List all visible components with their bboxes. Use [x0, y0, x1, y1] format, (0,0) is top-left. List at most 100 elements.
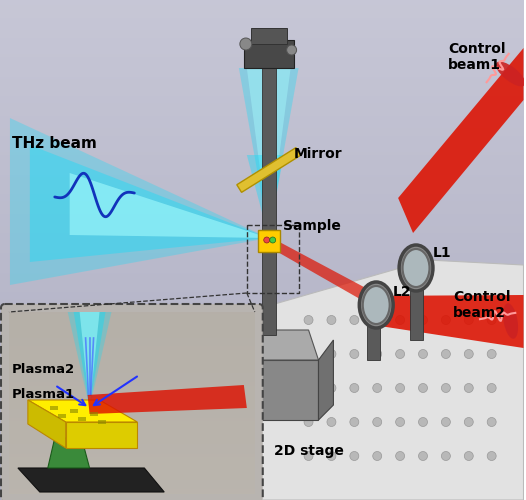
Ellipse shape	[363, 286, 390, 324]
Text: 2D stage: 2D stage	[274, 444, 343, 458]
Circle shape	[304, 350, 313, 358]
Polygon shape	[18, 468, 164, 492]
Polygon shape	[88, 385, 247, 414]
Ellipse shape	[260, 248, 277, 252]
Ellipse shape	[408, 266, 424, 270]
Ellipse shape	[260, 52, 277, 58]
Circle shape	[487, 384, 496, 392]
Circle shape	[350, 350, 359, 358]
Circle shape	[270, 237, 276, 243]
Text: Plasma2: Plasma2	[12, 363, 75, 376]
Circle shape	[304, 316, 313, 324]
Circle shape	[327, 384, 336, 392]
Ellipse shape	[399, 245, 433, 291]
Circle shape	[396, 418, 404, 426]
Polygon shape	[28, 400, 137, 422]
Polygon shape	[254, 260, 523, 500]
Circle shape	[441, 452, 450, 460]
Circle shape	[464, 452, 473, 460]
Circle shape	[264, 237, 270, 243]
Circle shape	[240, 38, 252, 50]
Circle shape	[373, 316, 382, 324]
Bar	[258, 230, 280, 252]
Circle shape	[373, 350, 382, 358]
Polygon shape	[398, 48, 523, 233]
Polygon shape	[74, 312, 106, 408]
Circle shape	[464, 316, 473, 324]
Bar	[50, 406, 58, 410]
Polygon shape	[30, 145, 269, 262]
Bar	[251, 28, 287, 44]
Circle shape	[441, 350, 450, 358]
Ellipse shape	[402, 249, 429, 287]
Circle shape	[327, 350, 336, 358]
Bar	[262, 250, 276, 335]
Bar	[58, 414, 66, 418]
Bar	[78, 417, 86, 421]
Circle shape	[396, 316, 404, 324]
Circle shape	[373, 452, 382, 460]
Bar	[89, 412, 97, 416]
Circle shape	[419, 384, 428, 392]
Polygon shape	[69, 173, 269, 238]
Bar	[367, 302, 380, 360]
Bar	[69, 409, 78, 413]
Text: THz beam: THz beam	[12, 136, 97, 151]
Circle shape	[327, 452, 336, 460]
Circle shape	[487, 452, 496, 460]
Circle shape	[419, 418, 428, 426]
Ellipse shape	[496, 62, 525, 86]
Circle shape	[419, 452, 428, 460]
Circle shape	[373, 418, 382, 426]
Circle shape	[396, 384, 404, 392]
Text: Mirror: Mirror	[294, 147, 342, 161]
Circle shape	[487, 316, 496, 324]
Circle shape	[441, 316, 450, 324]
Text: Sample: Sample	[282, 219, 340, 233]
Text: Plasma1: Plasma1	[12, 388, 75, 401]
Text: L2: L2	[393, 285, 412, 299]
FancyBboxPatch shape	[1, 304, 263, 500]
Text: Control
beam1: Control beam1	[448, 42, 505, 72]
Circle shape	[441, 418, 450, 426]
Polygon shape	[28, 400, 66, 448]
Text: L1: L1	[433, 246, 452, 260]
Circle shape	[327, 418, 336, 426]
Polygon shape	[79, 312, 99, 408]
Polygon shape	[237, 148, 301, 192]
Bar	[97, 420, 106, 424]
Text: Control
beam2: Control beam2	[453, 290, 510, 320]
Circle shape	[464, 350, 473, 358]
Polygon shape	[66, 422, 137, 448]
Polygon shape	[68, 312, 112, 408]
Circle shape	[419, 350, 428, 358]
Circle shape	[464, 418, 473, 426]
Circle shape	[304, 384, 313, 392]
Circle shape	[396, 452, 404, 460]
Polygon shape	[10, 118, 269, 285]
Polygon shape	[247, 155, 284, 238]
Ellipse shape	[366, 300, 381, 304]
Circle shape	[396, 350, 404, 358]
Circle shape	[487, 418, 496, 426]
Polygon shape	[360, 295, 523, 348]
Circle shape	[373, 384, 382, 392]
Ellipse shape	[359, 282, 393, 328]
Bar	[262, 55, 276, 235]
Polygon shape	[319, 340, 333, 420]
Circle shape	[327, 316, 336, 324]
Bar	[244, 40, 294, 68]
Circle shape	[350, 384, 359, 392]
Polygon shape	[194, 330, 319, 360]
Polygon shape	[261, 232, 393, 318]
Ellipse shape	[503, 303, 518, 339]
Circle shape	[304, 452, 313, 460]
Circle shape	[304, 418, 313, 426]
Bar	[247, 225, 299, 293]
Polygon shape	[48, 438, 89, 468]
Bar	[410, 268, 422, 340]
Circle shape	[487, 350, 496, 358]
Polygon shape	[239, 68, 299, 236]
Circle shape	[287, 45, 297, 55]
Circle shape	[350, 452, 359, 460]
